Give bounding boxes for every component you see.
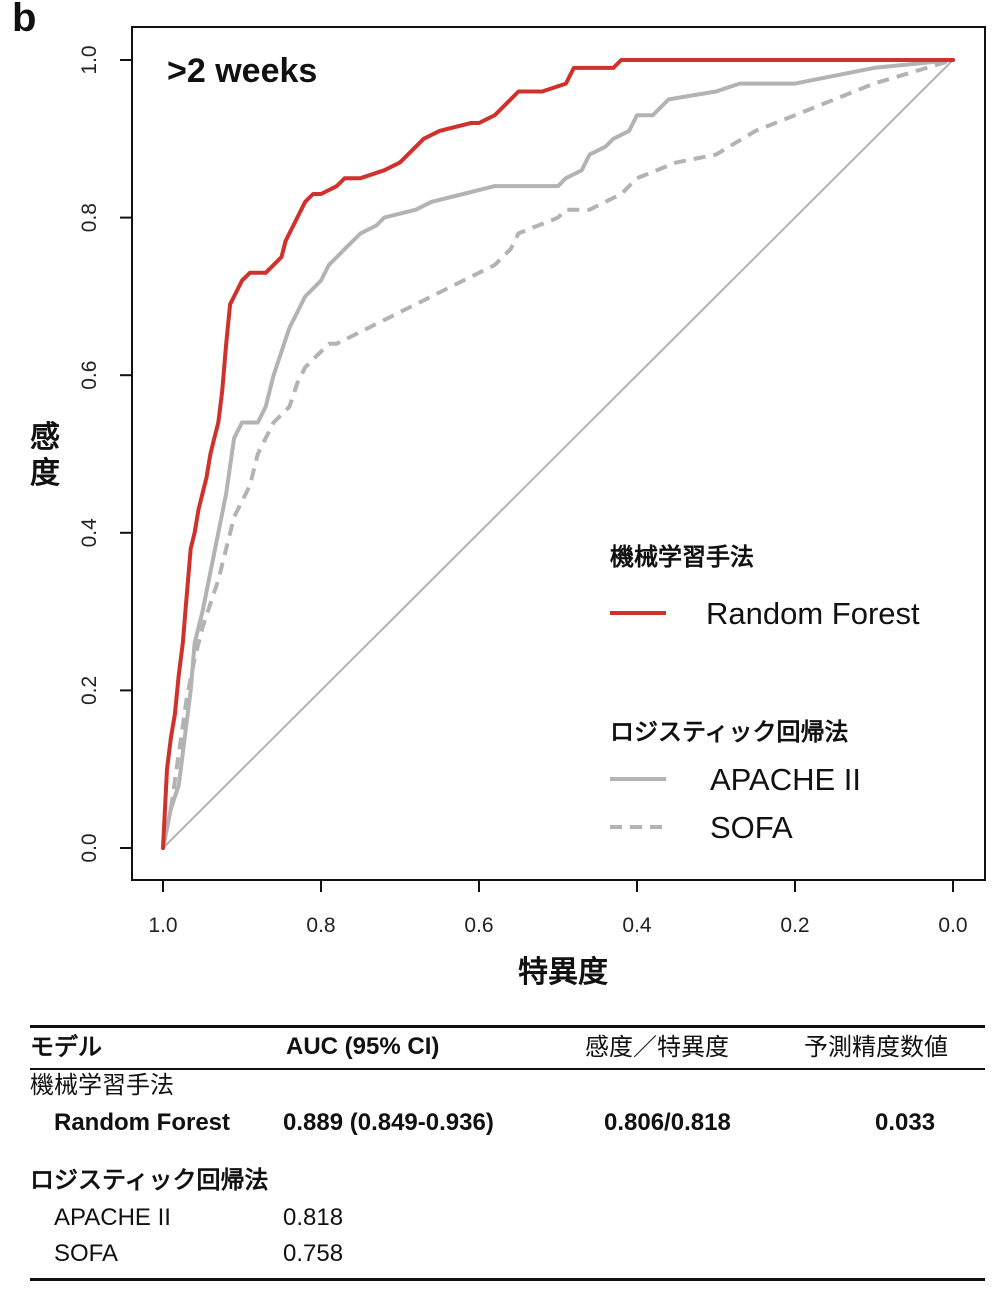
legend-label-sofa: SOFA (710, 810, 793, 845)
legend-heading-logistic: ロジスティック回帰法 (610, 718, 849, 746)
row-rf-auc: 0.889 (0.849-0.936) (283, 1109, 494, 1136)
legend-label-apache: APACHE II (710, 762, 861, 797)
row-rf-name: Random Forest (54, 1109, 231, 1136)
row-rf-ppv: 0.033 (875, 1109, 936, 1136)
row-apache-auc: 0.818 (283, 1204, 344, 1231)
row-rf-sens-spec: 0.806/0.818 (604, 1109, 731, 1136)
y-tick-label: 0.6 (78, 361, 101, 390)
panel-label: b (12, 0, 37, 40)
legend-heading-ml: 機械学習手法 (610, 543, 754, 571)
header-model: モデル (30, 1033, 102, 1061)
y-tick-label: 1.0 (78, 45, 101, 74)
series-line-apache-ii (161, 58, 955, 850)
group-label-logistic: ロジスティック回帰法 (30, 1166, 269, 1194)
series-group (161, 58, 955, 850)
table-top-rule (30, 1025, 985, 1028)
roc-chart: 1.0 0.8 0.6 0.4 0.2 0.0 0.0 0.2 0.4 0.6 0.8 1.0 >2 … (30, 26, 986, 990)
plot-frame (131, 26, 986, 881)
x-tick-label: 0.8 (306, 914, 335, 937)
row-sofa-auc: 0.758 (283, 1240, 344, 1267)
y-tick-label: 0.8 (78, 203, 101, 232)
x-tick-label: 0.4 (622, 914, 652, 937)
x-tick-label: 0.6 (464, 914, 493, 937)
y-tick-label: 0.4 (78, 518, 101, 548)
table-bottom-rule (30, 1278, 985, 1281)
group-label-ml: 機械学習手法 (30, 1071, 174, 1099)
diagonal-reference-line (162, 59, 954, 849)
x-tick-label: 1.0 (148, 914, 177, 937)
auc-table: モデル AUC (95% CI) 感度／特異度 予測精度数値 機械学習手法 Ra… (30, 1025, 985, 1281)
axes: 1.0 0.8 0.6 0.4 0.2 0.0 0.0 0.2 0.4 0.6 0.8 1.0 (78, 45, 968, 937)
y-axis-title: 感度 (30, 420, 60, 491)
x-tick-label: 0.0 (938, 914, 967, 937)
legend: 機械学習手法 Random Forest ロジスティック回帰法 APACHE I… (610, 543, 920, 845)
y-tick-label: 0.0 (78, 833, 101, 862)
series-line-random-forest (161, 58, 955, 850)
header-sens-spec: 感度／特異度 (585, 1033, 729, 1061)
series-line-sofa (161, 58, 954, 849)
y-tick-label: 0.2 (78, 676, 101, 705)
header-ppv: 予測精度数値 (804, 1033, 948, 1061)
table-header-rule (30, 1068, 985, 1070)
legend-label-random-forest: Random Forest (706, 596, 920, 631)
chart-subtitle: >2 weeks (167, 52, 317, 90)
x-tick-label: 0.2 (780, 914, 809, 937)
x-axis-title: 特異度 (518, 955, 608, 990)
header-auc: AUC (95% CI) (286, 1033, 440, 1060)
row-sofa-name: SOFA (54, 1240, 119, 1267)
row-apache-name: APACHE II (54, 1204, 171, 1231)
